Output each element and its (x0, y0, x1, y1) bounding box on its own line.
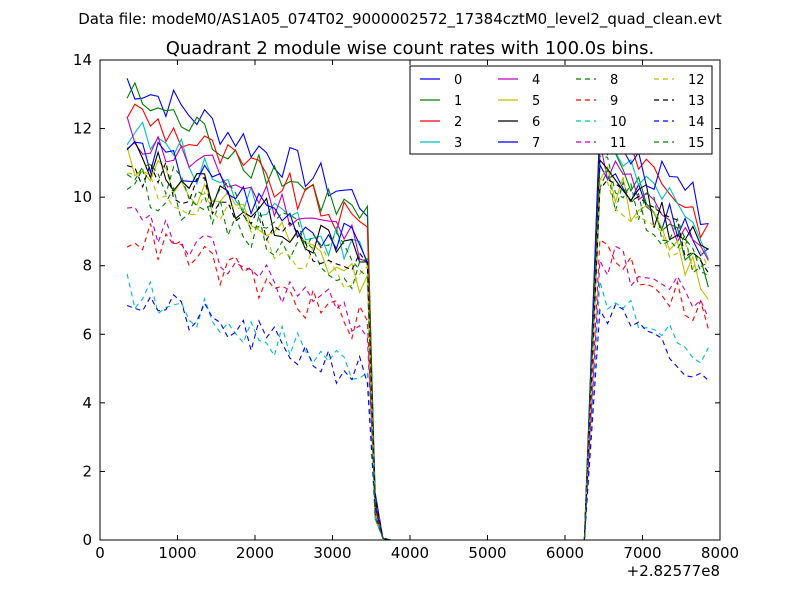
legend-label-14: 14 (688, 115, 705, 130)
y-tick-label: 2 (82, 462, 92, 480)
legend-label-6: 6 (532, 115, 540, 130)
series-line-10 (126, 273, 709, 541)
series-line-7 (126, 122, 709, 541)
series-line-11 (127, 206, 709, 541)
legend-label-0: 0 (454, 73, 462, 88)
legend-label-10: 10 (610, 115, 627, 130)
legend-label-4: 4 (532, 73, 540, 88)
chart-title: Quadrant 2 module wise count rates with … (166, 38, 655, 59)
series-line-0 (126, 78, 709, 541)
legend-label-9: 9 (610, 94, 618, 109)
x-tick-label: 6000 (546, 544, 584, 562)
x-tick-label: 8000 (701, 544, 739, 562)
legend-label-11: 11 (610, 136, 627, 151)
legend-label-5: 5 (532, 94, 540, 109)
x-tick-label: 2000 (236, 544, 274, 562)
y-tick-label: 12 (73, 120, 92, 138)
x-tick-label: 3000 (313, 544, 351, 562)
legend-label-3: 3 (454, 136, 462, 151)
y-tick-label: 8 (82, 257, 92, 275)
x-axis-offset-label: +2.82577e8 (627, 562, 720, 580)
legend-label-2: 2 (454, 115, 462, 130)
y-tick-label: 0 (82, 531, 92, 549)
x-tick-label: 0 (95, 544, 105, 562)
series-line-12 (127, 170, 709, 541)
x-tick-label: 1000 (158, 544, 196, 562)
legend-box (409, 65, 713, 155)
series-line-14 (126, 294, 709, 541)
legend-label-13: 13 (688, 94, 705, 109)
legend-label-8: 8 (610, 73, 618, 88)
legend-label-7: 7 (532, 136, 540, 151)
x-tick-label: 4000 (391, 544, 429, 562)
x-tick-labels: 0 1000 2000 3000 4000 5000 6000 7000 8000 (95, 544, 739, 562)
legend-label-1: 1 (454, 94, 462, 109)
series-line-6 (126, 140, 709, 541)
series-line-8 (126, 167, 709, 541)
x-tick-label: 5000 (468, 544, 506, 562)
y-tick-label: 14 (73, 51, 92, 69)
figure-suptitle: Data file: modeM0/AS1A05_074T02_90000025… (78, 10, 722, 29)
series-line-9 (126, 223, 709, 541)
y-tick-label: 4 (82, 394, 92, 412)
series-line-3 (126, 121, 709, 541)
series-line-2 (126, 103, 709, 541)
y-tick-label: 6 (82, 325, 92, 343)
legend-label-12: 12 (688, 73, 705, 88)
axis-ticks (99, 59, 721, 541)
y-tick-label: 10 (73, 188, 92, 206)
legend-label-15: 15 (688, 136, 705, 151)
y-tick-labels: 0 2 4 6 8 10 12 14 (73, 51, 92, 549)
series-line-13 (126, 160, 709, 541)
x-tick-label: 7000 (623, 544, 661, 562)
series-line-5 (126, 146, 709, 541)
plot-lines (126, 78, 709, 541)
series-line-15 (126, 155, 709, 541)
series-line-4 (126, 116, 709, 541)
